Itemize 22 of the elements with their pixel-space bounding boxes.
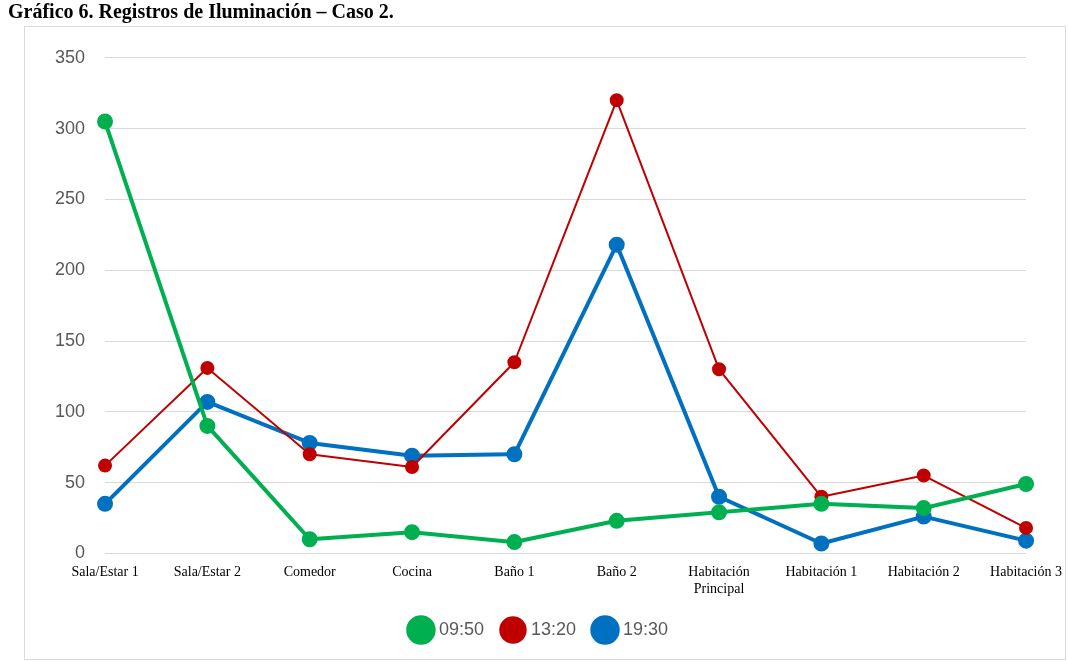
y-tick-label: 350 — [54, 46, 86, 67]
x-tick-label: Baño 2 — [596, 564, 637, 580]
legend-label: 09:50 — [438, 618, 484, 639]
x-tick-label: Comedor — [283, 564, 337, 580]
x-tick-label: Habitación 2 — [887, 564, 960, 580]
y-tick-label: 100 — [54, 400, 86, 421]
chart-title: Gráfico 6. Registros de Iluminación – Caso 2. — [8, 0, 394, 23]
y-tick-label: 50 — [65, 471, 86, 492]
x-tick-label: Habitación 3 — [990, 564, 1062, 580]
y-tick-label: 200 — [54, 259, 86, 280]
y-tick-label: 250 — [54, 188, 86, 209]
legend-label: 13:20 — [530, 618, 577, 639]
x-tick-label: Habitación Principal — [688, 564, 750, 597]
y-tick-label: 300 — [54, 117, 86, 138]
y-tick-label: 150 — [54, 329, 86, 350]
x-tick-label: Sala/Estar 2 — [173, 564, 241, 580]
x-tick-label: Habitación 1 — [785, 564, 858, 580]
y-tick-label: 0 — [75, 542, 86, 563]
legend-label: 19:30 — [623, 618, 669, 639]
x-tick-label: Sala/Estar 1 — [71, 564, 139, 580]
x-tick-label: Baño 1 — [494, 564, 535, 580]
x-tick-label: Cocina — [392, 564, 433, 580]
